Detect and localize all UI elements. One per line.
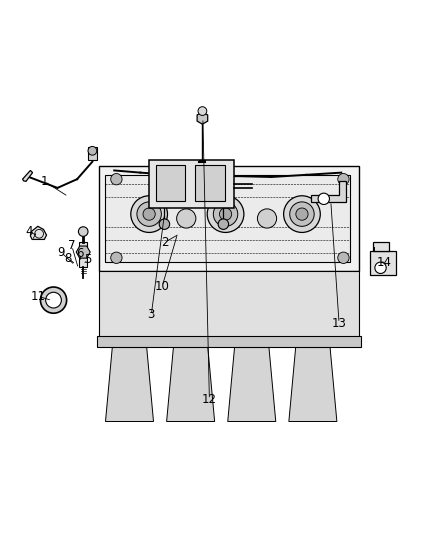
Polygon shape: [197, 112, 208, 124]
Bar: [79, 242, 87, 268]
Text: 13: 13: [332, 317, 346, 330]
Text: 2: 2: [161, 236, 168, 249]
Circle shape: [40, 287, 67, 313]
Circle shape: [131, 196, 167, 232]
Text: 14: 14: [377, 256, 392, 269]
Circle shape: [78, 227, 88, 236]
Polygon shape: [30, 227, 46, 239]
Circle shape: [218, 219, 229, 229]
Polygon shape: [289, 341, 337, 422]
Bar: [195, 165, 225, 201]
Circle shape: [198, 107, 207, 116]
Circle shape: [284, 196, 320, 232]
Circle shape: [375, 262, 386, 273]
Bar: [97, 336, 361, 348]
Polygon shape: [106, 341, 153, 422]
Circle shape: [290, 202, 314, 227]
Circle shape: [318, 193, 329, 205]
Text: 9: 9: [57, 246, 65, 259]
Text: 4: 4: [25, 225, 33, 238]
Bar: [88, 147, 97, 159]
Circle shape: [213, 202, 238, 227]
Circle shape: [219, 208, 232, 220]
Polygon shape: [228, 341, 276, 422]
Bar: [155, 165, 185, 201]
Circle shape: [296, 208, 308, 220]
Circle shape: [159, 219, 170, 229]
Polygon shape: [99, 271, 359, 341]
Text: 12: 12: [202, 393, 217, 406]
Polygon shape: [166, 341, 215, 422]
Polygon shape: [311, 181, 346, 202]
Polygon shape: [22, 171, 32, 181]
Bar: [370, 251, 396, 275]
Text: 6: 6: [76, 247, 84, 260]
Bar: [373, 243, 389, 251]
Circle shape: [111, 174, 122, 185]
Circle shape: [111, 252, 122, 263]
Text: 5: 5: [85, 254, 92, 266]
Circle shape: [143, 208, 155, 220]
Circle shape: [207, 196, 244, 232]
Circle shape: [258, 209, 277, 228]
Text: 8: 8: [65, 252, 72, 265]
Polygon shape: [76, 246, 90, 258]
Circle shape: [338, 174, 349, 185]
Circle shape: [46, 292, 61, 308]
Polygon shape: [106, 175, 350, 262]
Text: 1: 1: [41, 175, 48, 188]
Text: 3: 3: [148, 308, 155, 321]
Polygon shape: [99, 166, 359, 271]
Circle shape: [338, 252, 349, 263]
Text: 7: 7: [68, 239, 76, 253]
Text: 10: 10: [155, 280, 170, 293]
Circle shape: [137, 202, 161, 227]
Circle shape: [177, 209, 196, 228]
Text: 11: 11: [30, 290, 45, 303]
Circle shape: [88, 147, 97, 155]
Bar: [149, 159, 234, 207]
